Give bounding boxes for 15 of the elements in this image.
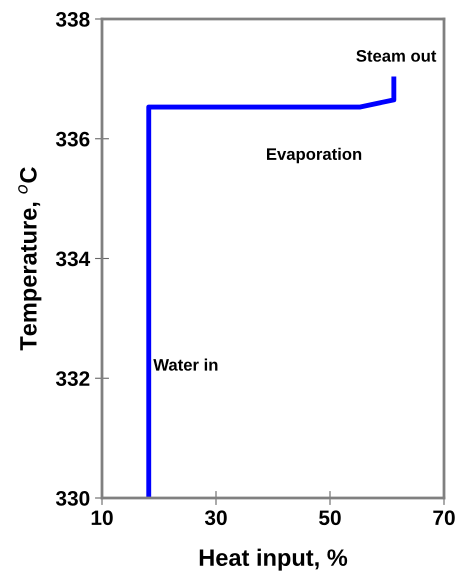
y-tick-label: 338 (56, 12, 90, 27)
y-tick-label: 332 (56, 371, 90, 386)
y-tick-label: 336 (56, 132, 90, 147)
y-axis-title: Temperature, $^{o}$C (18, 167, 42, 350)
annotation: Evaporation (267, 148, 362, 164)
x-tick-label: 10 (92, 510, 113, 526)
y-tick-label: 334 (56, 252, 90, 266)
annotation: Steam out (356, 50, 436, 62)
x-tick-label: 70 (433, 510, 455, 526)
x-axis-title: Heat input, % (200, 548, 348, 571)
line-series (146, 76, 396, 498)
x-tick-label: 30 (204, 510, 227, 526)
x-tick-label: 50 (319, 510, 341, 526)
y-tick-label: 330 (56, 491, 90, 506)
annotation: Water in (153, 358, 218, 371)
